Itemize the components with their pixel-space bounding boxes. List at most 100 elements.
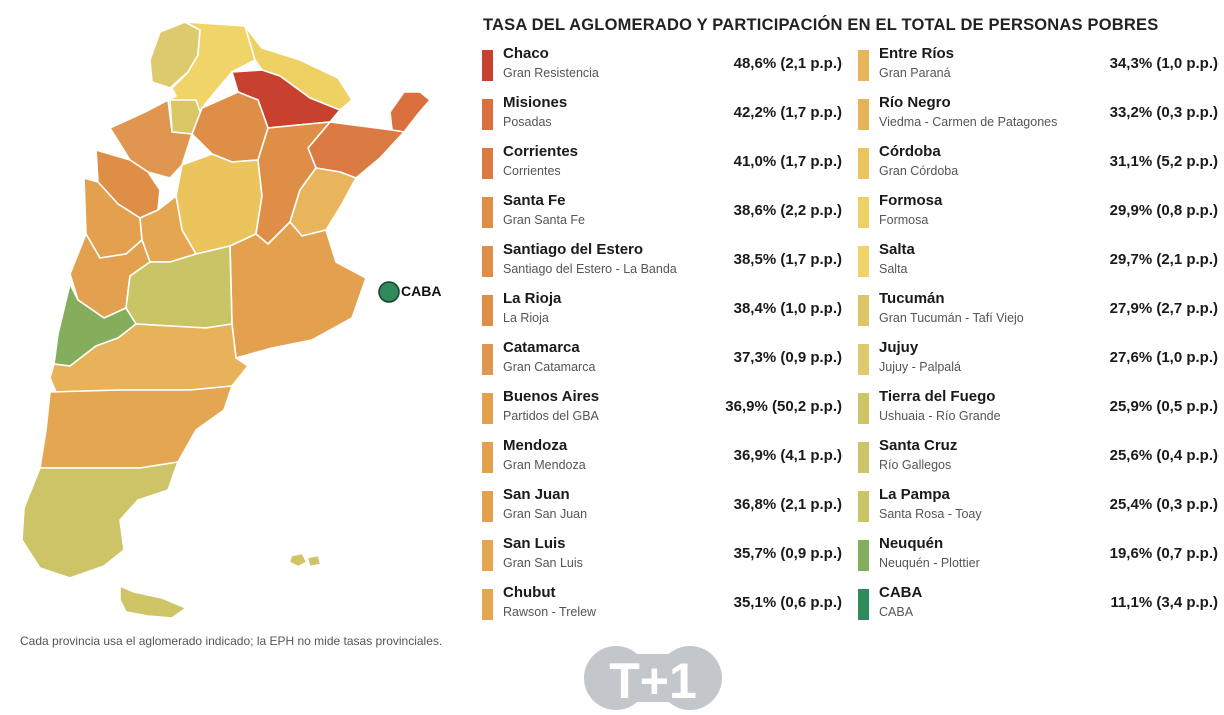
- legend-province-name: Jujuy: [879, 339, 919, 356]
- province-misiones: [389, 91, 431, 133]
- legend-right-column: Entre Ríos Gran Paraná 34,3% (1,0 p.p.) Río…: [858, 44, 1218, 632]
- legend-value: 25,6% (0,4 p.p.): [1109, 447, 1218, 464]
- legend-value: 35,7% (0,9 p.p.): [733, 545, 842, 562]
- legend-province-name: Formosa: [879, 192, 943, 209]
- legend-agglomerate: Rawson - Trelew: [503, 605, 597, 619]
- legend-province-name: Chaco: [503, 45, 549, 62]
- legend-swatch: [858, 295, 869, 326]
- legend-value: 38,5% (1,7 p.p.): [733, 251, 842, 268]
- legend-value: 41,0% (1,7 p.p.): [733, 153, 842, 170]
- legend-agglomerate: Corrientes: [503, 164, 561, 178]
- province-santa-cruz: [21, 461, 179, 579]
- legend-agglomerate: Santiago del Estero - La Banda: [503, 262, 677, 276]
- legend-value: 48,6% (2,1 p.p.): [733, 55, 842, 72]
- legend-value: 35,1% (0,6 p.p.): [733, 594, 842, 611]
- legend-swatch: [858, 99, 869, 130]
- legend-item: Catamarca Gran Catamarca 37,3% (0,9 p.p.): [482, 338, 842, 387]
- legend-swatch: [482, 393, 493, 424]
- legend-agglomerate: Gran Córdoba: [879, 164, 959, 178]
- legend-agglomerate: Neuquén - Plottier: [879, 556, 980, 570]
- legend-item: Corrientes Corrientes 41,0% (1,7 p.p.): [482, 142, 842, 191]
- legend-value: 33,2% (0,3 p.p.): [1109, 104, 1218, 121]
- legend-value: 42,2% (1,7 p.p.): [733, 104, 842, 121]
- legend-agglomerate: Jujuy - Palpalá: [879, 360, 961, 374]
- legend-value: 29,9% (0,8 p.p.): [1109, 202, 1218, 219]
- legend-province-name: Córdoba: [879, 143, 941, 160]
- legend-agglomerate: CABA: [879, 605, 914, 619]
- legend-agglomerate: La Rioja: [503, 311, 549, 325]
- legend-agglomerate: Gran Paraná: [879, 66, 951, 80]
- legend-agglomerate: Gran Mendoza: [503, 458, 586, 472]
- legend-swatch: [482, 148, 493, 179]
- legend-swatch: [482, 491, 493, 522]
- legend-agglomerate: Partidos del GBA: [503, 409, 599, 423]
- legend-province-name: San Juan: [503, 486, 570, 503]
- legend-item: Misiones Posadas 42,2% (1,7 p.p.): [482, 93, 842, 142]
- legend-swatch: [858, 50, 869, 81]
- legend-swatch: [858, 148, 869, 179]
- legend-agglomerate: Formosa: [879, 213, 929, 227]
- legend-swatch: [482, 540, 493, 571]
- legend-item: Santiago del Estero Santiago del Estero -…: [482, 240, 842, 289]
- legend-swatch: [858, 442, 869, 473]
- legend-agglomerate: Salta: [879, 262, 908, 276]
- legend-province-name: Chubut: [503, 584, 556, 601]
- logo-text: T+1: [609, 653, 697, 709]
- legend-value: 36,8% (2,1 p.p.): [733, 496, 842, 513]
- legend-agglomerate: Gran Catamarca: [503, 360, 596, 374]
- legend-swatch: [482, 197, 493, 228]
- legend-swatch: [858, 589, 869, 620]
- islands: [289, 553, 321, 567]
- legend-agglomerate: Gran Tucumán - Tafí Viejo: [879, 311, 1024, 325]
- legend-province-name: Entre Ríos: [879, 45, 955, 62]
- legend-province-name: Salta: [879, 241, 915, 258]
- legend-agglomerate: Gran Resistencia: [503, 66, 599, 80]
- legend-agglomerate: Posadas: [503, 115, 552, 129]
- map-svg: [21, 21, 431, 619]
- legend-value: 27,6% (1,0 p.p.): [1109, 349, 1218, 366]
- legend-swatch: [482, 442, 493, 473]
- t-plus-1-logo: T+1: [584, 646, 722, 710]
- legend-province-name: Neuquén: [879, 535, 944, 552]
- legend-item: CABA CABA 11,1% (3,4 p.p.): [858, 583, 1218, 632]
- legend-swatch: [858, 246, 869, 277]
- legend-swatch: [858, 197, 869, 228]
- legend-item: Formosa Formosa 29,9% (0,8 p.p.): [858, 191, 1218, 240]
- caba-label: CABA: [401, 283, 442, 299]
- legend-value: 34,3% (1,0 p.p.): [1109, 55, 1218, 72]
- legend-province-name: Santiago del Estero: [503, 241, 644, 258]
- legend-province-name: Santa Cruz: [879, 437, 958, 454]
- legend-swatch: [482, 246, 493, 277]
- legend-value: 27,9% (2,7 p.p.): [1109, 300, 1218, 317]
- legend-value: 29,7% (2,1 p.p.): [1109, 251, 1218, 268]
- legend-province-name: Tucumán: [879, 290, 945, 307]
- legend-item: Salta Salta 29,7% (2,1 p.p.): [858, 240, 1218, 289]
- legend-item: Mendoza Gran Mendoza 36,9% (4,1 p.p.): [482, 436, 842, 485]
- legend-province-name: Río Negro: [879, 94, 951, 111]
- legend-value: 38,4% (1,0 p.p.): [733, 300, 842, 317]
- legend-item: Río Negro Viedma - Carmen de Patagones 33,…: [858, 93, 1218, 142]
- legend-value: 31,1% (5,2 p.p.): [1109, 153, 1218, 170]
- province-tierra-del-fuego: [119, 585, 187, 619]
- legend-item: Buenos Aires Partidos del GBA 36,9% (50,2 …: [482, 387, 842, 436]
- legend-province-name: Corrientes: [503, 143, 579, 160]
- legend-agglomerate: Viedma - Carmen de Patagones: [879, 115, 1058, 129]
- legend-value: 25,9% (0,5 p.p.): [1109, 398, 1218, 415]
- legend-item: Neuquén Neuquén - Plottier 19,6% (0,7 p.p.…: [858, 534, 1218, 583]
- legend-province-name: Tierra del Fuego: [879, 388, 996, 405]
- legend-item: Tucumán Gran Tucumán - Tafí Viejo 27,9% (2…: [858, 289, 1218, 338]
- legend-province-name: Mendoza: [503, 437, 568, 454]
- legend-agglomerate: Gran Santa Fe: [503, 213, 585, 227]
- legend-province-name: Misiones: [503, 94, 568, 111]
- legend-item: Chaco Gran Resistencia 48,6% (2,1 p.p.): [482, 44, 842, 93]
- legend-swatch: [858, 344, 869, 375]
- legend-item: Santa Cruz Río Gallegos 25,6% (0,4 p.p.): [858, 436, 1218, 485]
- legend-swatch: [482, 99, 493, 130]
- legend-item: San Juan Gran San Juan 36,8% (2,1 p.p.): [482, 485, 842, 534]
- province-chubut: [39, 385, 233, 469]
- legend-province-name: Santa Fe: [503, 192, 566, 209]
- legend-agglomerate: Gran San Luis: [503, 556, 583, 570]
- page-title: TASA DEL AGLOMERADO Y PARTICIPACIÓN EN E…: [483, 16, 1159, 34]
- legend-province-name: Catamarca: [503, 339, 580, 356]
- province-buenos-aires: [229, 221, 367, 359]
